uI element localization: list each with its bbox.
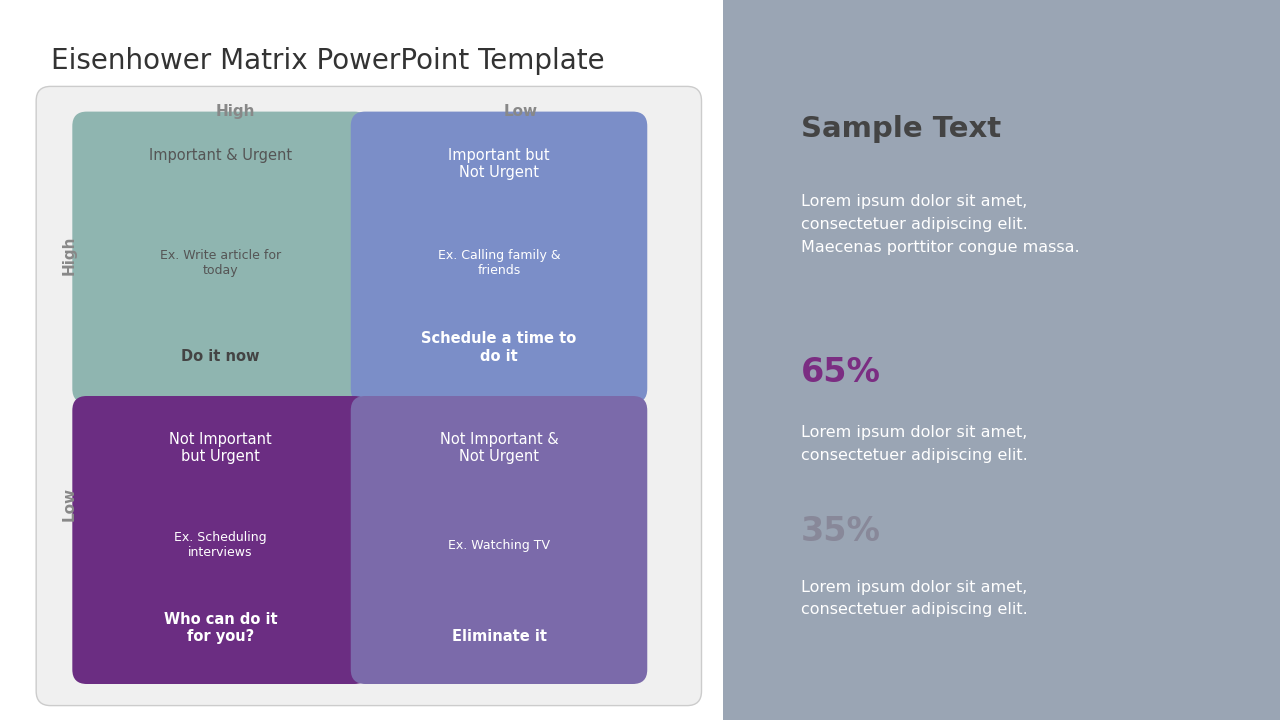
Text: Ex. Calling family &
friends: Ex. Calling family & friends bbox=[438, 248, 561, 276]
Text: Ex. Watching TV: Ex. Watching TV bbox=[448, 539, 550, 552]
Text: Low: Low bbox=[503, 104, 538, 119]
Text: Do it now: Do it now bbox=[182, 348, 260, 364]
Text: Low: Low bbox=[61, 487, 77, 521]
Text: Lorem ipsum dolor sit amet,
consectetuer adipiscing elit.
Maecenas porttitor con: Lorem ipsum dolor sit amet, consectetuer… bbox=[801, 194, 1080, 255]
Text: 65%: 65% bbox=[801, 356, 881, 390]
FancyBboxPatch shape bbox=[36, 86, 701, 706]
Text: Eisenhower Matrix PowerPoint Template: Eisenhower Matrix PowerPoint Template bbox=[51, 47, 604, 75]
FancyBboxPatch shape bbox=[351, 396, 648, 684]
Text: Ex. Scheduling
interviews: Ex. Scheduling interviews bbox=[174, 531, 268, 559]
Text: Eliminate it: Eliminate it bbox=[452, 629, 547, 644]
Text: Ex. Write article for
today: Ex. Write article for today bbox=[160, 248, 282, 276]
Text: Lorem ipsum dolor sit amet,
consectetuer adipiscing elit.: Lorem ipsum dolor sit amet, consectetuer… bbox=[801, 425, 1028, 463]
Text: Schedule a time to
do it: Schedule a time to do it bbox=[421, 331, 576, 364]
FancyBboxPatch shape bbox=[351, 112, 648, 403]
Text: High: High bbox=[215, 104, 255, 119]
Text: High: High bbox=[61, 236, 77, 275]
FancyBboxPatch shape bbox=[72, 112, 369, 403]
Text: Lorem ipsum dolor sit amet,
consectetuer adipiscing elit.: Lorem ipsum dolor sit amet, consectetuer… bbox=[801, 580, 1028, 617]
Text: Important & Urgent: Important & Urgent bbox=[148, 148, 292, 163]
Text: Important but
Not Urgent: Important but Not Urgent bbox=[448, 148, 550, 180]
Text: Who can do it
for you?: Who can do it for you? bbox=[164, 612, 278, 644]
FancyBboxPatch shape bbox=[72, 396, 369, 684]
Text: Not Important &
Not Urgent: Not Important & Not Urgent bbox=[439, 432, 558, 464]
Text: Sample Text: Sample Text bbox=[801, 115, 1001, 143]
Text: 35%: 35% bbox=[801, 515, 881, 548]
Text: Not Important
but Urgent: Not Important but Urgent bbox=[169, 432, 271, 464]
